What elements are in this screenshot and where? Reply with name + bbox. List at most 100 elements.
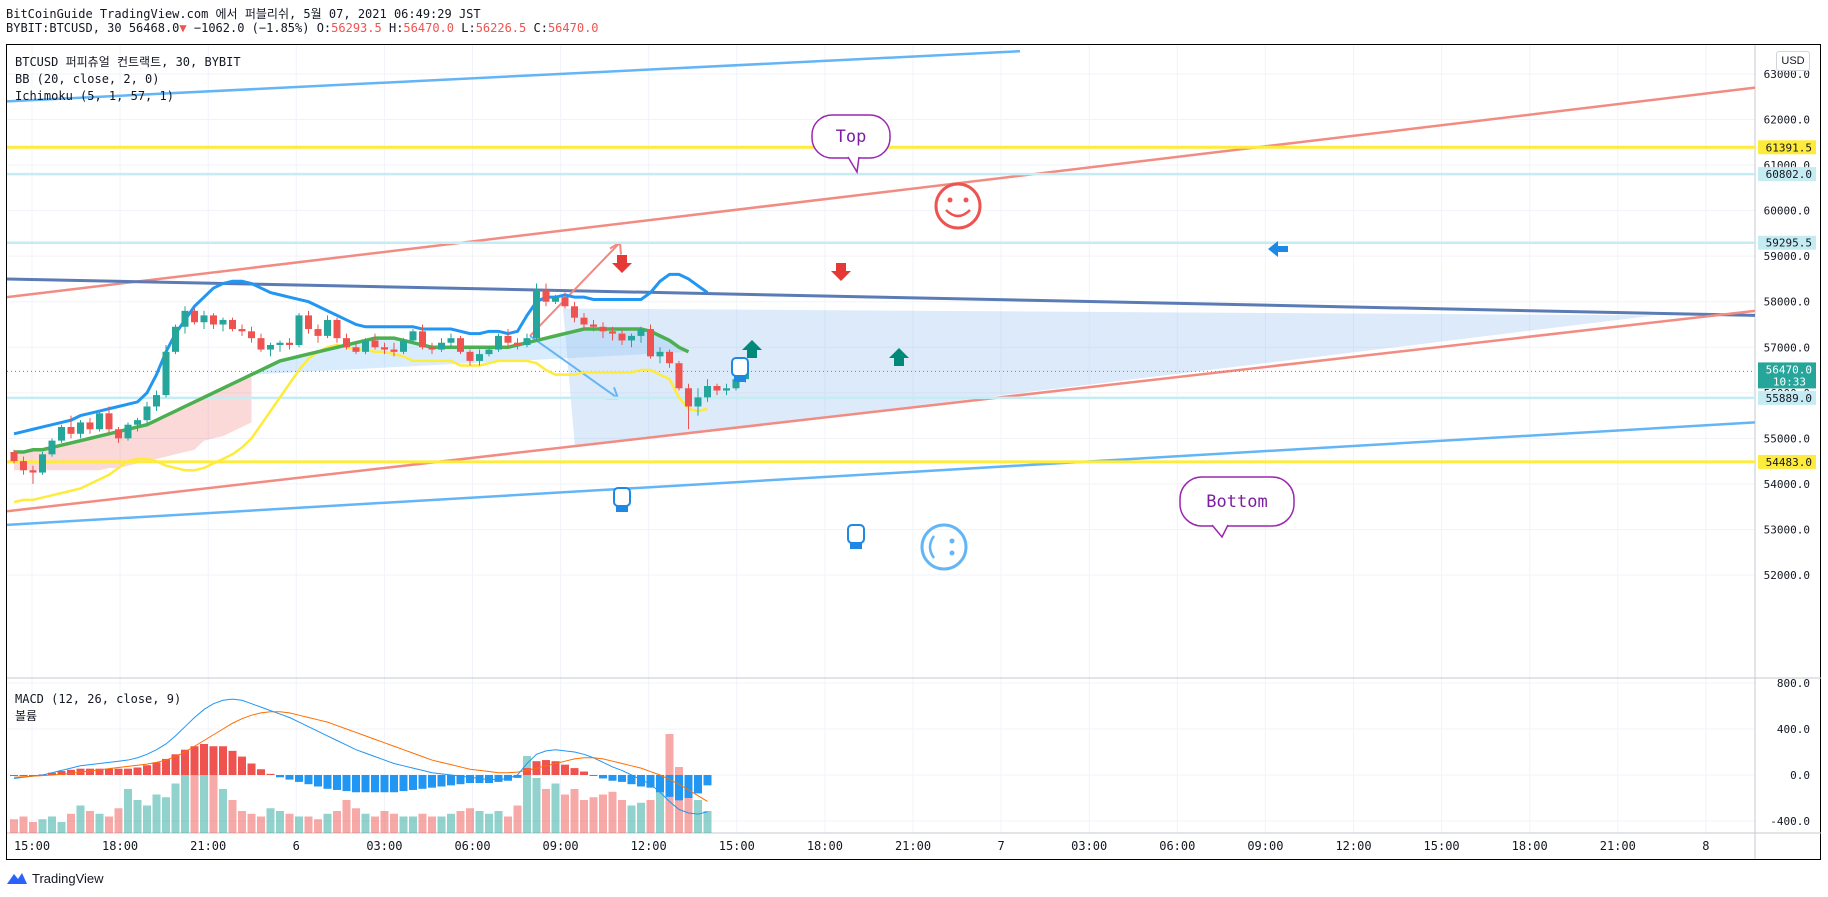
volume-bar	[219, 789, 227, 833]
candle-body	[229, 319, 236, 330]
volume-bar	[542, 789, 550, 833]
candle-body	[495, 335, 502, 350]
volume-bar	[304, 816, 313, 833]
legend-volume[interactable]: 볼륨	[15, 709, 38, 723]
tradingview-logo-icon	[7, 873, 27, 884]
macd-histogram-bar	[238, 756, 246, 775]
open-label: O:	[316, 21, 332, 35]
volume-bar	[181, 772, 189, 833]
candle-body	[191, 310, 198, 323]
macd-histogram-bar	[48, 772, 56, 775]
volume-bar	[561, 794, 569, 833]
macd-histogram-bar	[95, 768, 104, 775]
candle-body	[77, 422, 84, 434]
macd-histogram-bar	[29, 775, 37, 776]
candle-body	[438, 342, 445, 350]
up-arrow-marker	[889, 348, 909, 366]
macd-histogram-bar	[475, 775, 484, 784]
macd-histogram-bar	[19, 775, 28, 776]
volume-bar	[694, 800, 702, 833]
candle-body	[666, 351, 673, 364]
macd-histogram-bar	[86, 768, 94, 775]
smile-face-icon	[934, 182, 982, 230]
time-tick-label: 06:00	[1159, 839, 1195, 853]
candle-body	[248, 331, 255, 339]
candle-body	[210, 315, 217, 325]
resistance-trendline	[7, 277, 1755, 317]
candle-body	[656, 351, 664, 357]
macd-histogram-bar	[124, 768, 132, 775]
candle-body	[276, 342, 284, 345]
volume-bar	[494, 811, 503, 833]
volume-bar	[580, 800, 588, 833]
price-label-bg	[1758, 454, 1816, 469]
volume-bar	[228, 800, 237, 833]
candle-body	[200, 315, 208, 323]
macd-histogram-bar	[665, 775, 674, 797]
volume-bar	[646, 800, 655, 833]
macd-histogram-bar	[504, 775, 512, 781]
macd-histogram-bar	[181, 749, 189, 775]
volume-bar	[247, 813, 256, 833]
macd-histogram-bar	[456, 775, 465, 785]
macd-histogram-bar	[361, 775, 370, 793]
macd-pane	[10, 698, 712, 833]
macd-histogram-bar	[418, 775, 427, 789]
close-label: C:	[533, 21, 548, 35]
time-tick-label: 03:00	[1071, 839, 1107, 853]
smile-face-mouth	[945, 209, 971, 218]
volume-bar	[684, 789, 693, 833]
time-tick-label: 21:00	[895, 839, 931, 853]
candle-body	[39, 454, 46, 473]
macd-histogram-bar	[494, 775, 503, 782]
legend-symbol[interactable]: BTCUSD 퍼피츄얼 컨트랙트, 30, BYBIT	[15, 55, 241, 69]
volume-bar	[86, 811, 94, 833]
candle-body	[58, 426, 65, 441]
currency-button[interactable]: USD	[1776, 51, 1810, 71]
candles	[10, 283, 749, 484]
macd-tick-label: -400.0	[1770, 815, 1810, 828]
macd-histogram-bar	[143, 765, 151, 775]
volume-bar	[114, 808, 123, 833]
volume-bar	[266, 808, 275, 833]
volume-bar	[333, 811, 341, 833]
volume-bar	[418, 813, 427, 833]
volume-bar	[523, 756, 531, 833]
volume-bar	[513, 805, 522, 833]
candle-body	[181, 310, 189, 327]
volume-bar	[456, 811, 465, 833]
volume-bar	[105, 816, 113, 833]
volume-bar	[627, 805, 636, 833]
macd-histogram-bar	[437, 775, 446, 787]
macd-histogram-bar	[352, 775, 360, 793]
macd-histogram-bar	[390, 775, 398, 793]
volume-bar	[152, 794, 161, 833]
macd-histogram-bar	[399, 775, 408, 792]
candle-body	[580, 317, 588, 325]
candle-body	[105, 413, 113, 430]
candle-body	[86, 422, 94, 430]
time-tick-label: 18:00	[807, 839, 843, 853]
candle-body	[504, 335, 512, 343]
macd-histogram-bar	[428, 775, 436, 788]
macd-histogram-bar	[703, 775, 712, 786]
macd-legend: MACD (12, 26, close, 9) 볼륨	[15, 691, 181, 725]
candle-body	[48, 440, 56, 455]
macd-histogram-bar	[551, 761, 560, 775]
legend-ichimoku[interactable]: Ichimoku (5, 1, 57, 1)	[15, 89, 174, 103]
macd-histogram-bar	[542, 760, 550, 775]
hand-pointer-icon	[847, 524, 865, 544]
volume-bar	[428, 816, 436, 833]
macd-histogram-bar	[580, 771, 588, 775]
time-tick-label: 15:00	[1424, 839, 1460, 853]
candle-body	[552, 297, 559, 302]
price-label-bg	[1758, 362, 1816, 389]
candle-body	[134, 420, 141, 425]
tradingview-logo[interactable]: TradingView	[6, 868, 104, 888]
legend-macd[interactable]: MACD (12, 26, close, 9)	[15, 692, 182, 706]
legend-bb[interactable]: BB (20, close, 2, 0)	[15, 72, 160, 86]
low-value: 56226.5	[475, 21, 527, 35]
top-bubble-label: Top	[836, 127, 867, 147]
candle-body	[599, 326, 607, 332]
